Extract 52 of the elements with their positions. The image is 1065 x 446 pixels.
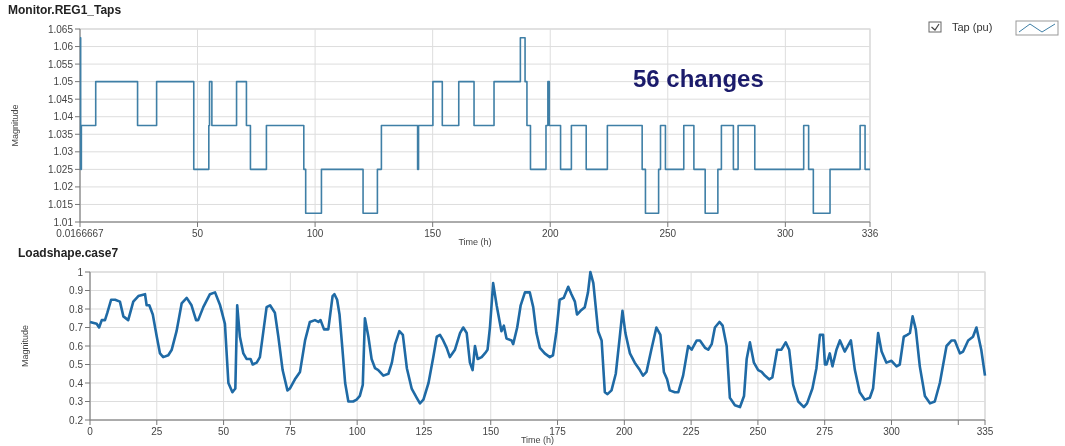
y-axis-title: Magnitude	[10, 104, 20, 147]
y-tick-label: 1	[77, 266, 84, 278]
text: Tap (pu)	[952, 21, 993, 33]
y-tick-label: 0.8	[69, 303, 84, 315]
y-tick-label: 1.05	[53, 76, 74, 88]
x-tick-label: 25	[151, 426, 163, 437]
annotation: 56 changes	[633, 64, 764, 92]
y-tick-label: 1.04	[53, 111, 74, 123]
y-tick-label: 0.2	[69, 414, 84, 426]
x-axis-title: Time (h)	[520, 435, 555, 445]
x-tick-label: 0.0166667	[56, 228, 105, 239]
y-tick-label: 1.065	[47, 23, 74, 35]
y-tick-label: 0.7	[69, 322, 84, 333]
x-tick-label: 175	[549, 426, 567, 437]
x-tick-label: 300	[883, 426, 901, 437]
y-tick-label: 1.03	[53, 146, 74, 158]
x-tick-label: 0	[87, 426, 94, 437]
y-tick-label: 1.02	[53, 181, 74, 193]
x-tick-label: 150	[424, 228, 442, 239]
x-tick-label: 75	[284, 426, 297, 437]
x-tick-label: 200	[615, 426, 634, 437]
chart-title: Loadshape.case7	[18, 246, 119, 260]
line-series	[88, 270, 987, 409]
y-tick-label: 0.3	[69, 396, 84, 407]
x-tick-label: 300	[777, 228, 795, 239]
y-tick-label: 1.06	[53, 41, 74, 53]
x-tick-label: 125	[415, 426, 433, 437]
y-tick-label: 0.5	[69, 359, 84, 370]
x-tick-label: 150	[482, 426, 500, 437]
x-tick-label: 335	[976, 426, 994, 437]
y-tick-label: 0.9	[69, 285, 84, 296]
x-tick-label: 250	[749, 426, 767, 437]
y-axis-title: Magnitude	[20, 324, 30, 368]
y-tick-label: 0.6	[69, 340, 84, 352]
y-tick-label: 1.035	[47, 128, 74, 140]
x-tick-label: 275	[816, 426, 834, 437]
x-axis-title: Time (h)	[458, 237, 492, 247]
y-tick-label: 1.055	[47, 58, 74, 70]
x-tick-label: 50	[191, 228, 204, 239]
y-tick-label: 1.01	[53, 216, 74, 228]
x-tick-label: 50	[218, 426, 230, 437]
x-tick-label: 336	[861, 228, 879, 239]
y-tick-label: 1.025	[47, 163, 74, 175]
y-tick-label: 1.015	[47, 198, 74, 210]
x-tick-label: 100	[306, 228, 324, 239]
chart-title: Monitor.REG1_Taps	[8, 3, 122, 17]
x-tick-label: 200	[541, 228, 559, 239]
x-tick-label: 225	[682, 426, 700, 437]
x-tick-label: 100	[348, 426, 366, 437]
y-tick-label: 0.4	[69, 377, 84, 389]
y-tick-label: 1.045	[47, 93, 74, 105]
x-tick-label: 250	[659, 228, 677, 239]
